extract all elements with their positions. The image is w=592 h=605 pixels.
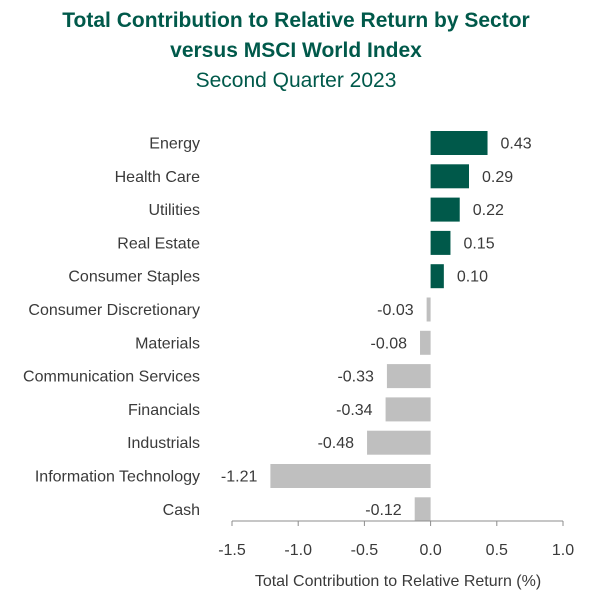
- bar-utilities: [430, 197, 460, 222]
- value-label-health-care: 0.29: [482, 169, 513, 186]
- bar-energy: [430, 131, 488, 155]
- value-labels-group: 0.43 0.29 0.22 0.15 0.10 -0.03 -0.08 -0.33 -0.34…: [221, 136, 532, 519]
- chart-title: Total Contribution to Relative Return by…: [62, 9, 530, 32]
- value-label-financials: -0.34: [336, 402, 373, 419]
- category-label-energy: Energy: [149, 136, 200, 153]
- bar-financials: [385, 397, 431, 422]
- chart-subtitle: Second Quarter 2023: [195, 69, 397, 92]
- x-tick-label: 1.0: [552, 542, 574, 559]
- bar-real-estate: [430, 230, 451, 255]
- chart-title-line2: versus MSCI World Index: [170, 39, 422, 62]
- bar-health-care: [430, 164, 469, 189]
- bar-information-technology: [270, 464, 431, 488]
- bar-consumer-discretionary: [426, 297, 431, 322]
- value-label-consumer-discretionary: -0.03: [377, 302, 414, 319]
- value-label-utilities: 0.22: [473, 202, 504, 219]
- value-label-materials: -0.08: [371, 335, 408, 352]
- x-tick-label: -1.0: [284, 542, 312, 559]
- category-label-industrials: Industrials: [127, 435, 200, 452]
- category-label-consumer-discretionary: Consumer Discretionary: [28, 302, 200, 319]
- x-tick-label: 0.5: [486, 542, 508, 559]
- bar-consumer-staples: [430, 264, 444, 289]
- category-labels-group: Energy Health Care Utilities Real Estate Con…: [23, 136, 200, 519]
- bar-materials: [420, 330, 431, 355]
- category-label-utilities: Utilities: [148, 202, 200, 219]
- value-label-consumer-staples: 0.10: [457, 269, 488, 286]
- bars-group: [270, 131, 488, 522]
- value-label-energy: 0.43: [501, 136, 532, 153]
- x-tick-label: 0.0: [419, 542, 441, 559]
- value-label-real-estate: 0.15: [463, 235, 494, 252]
- bar-communication-services: [386, 364, 431, 389]
- bar-industrials: [367, 430, 431, 455]
- category-label-financials: Financials: [128, 402, 200, 419]
- value-label-information-technology: -1.21: [221, 469, 258, 486]
- bar-cash: [414, 497, 431, 522]
- category-label-cash: Cash: [163, 502, 200, 519]
- x-axis: -1.5 -1.0 -0.5 0.0 0.5 1.0: [218, 520, 574, 559]
- category-label-real-estate: Real Estate: [117, 235, 200, 252]
- value-label-communication-services: -0.33: [337, 369, 374, 386]
- category-label-information-technology: Information Technology: [35, 469, 200, 486]
- chart-title-block: Total Contribution to Relative Return by…: [0, 6, 592, 96]
- category-label-health-care: Health Care: [115, 169, 200, 186]
- category-label-materials: Materials: [135, 335, 200, 352]
- x-tick-label: -0.5: [351, 542, 379, 559]
- value-label-industrials: -0.48: [318, 435, 355, 452]
- value-label-cash: -0.12: [365, 502, 402, 519]
- x-tick-label: -1.5: [218, 542, 246, 559]
- x-axis-title: Total Contribution to Relative Return (%…: [255, 573, 541, 590]
- category-label-communication-services: Communication Services: [23, 369, 200, 386]
- category-label-consumer-staples: Consumer Staples: [68, 269, 200, 286]
